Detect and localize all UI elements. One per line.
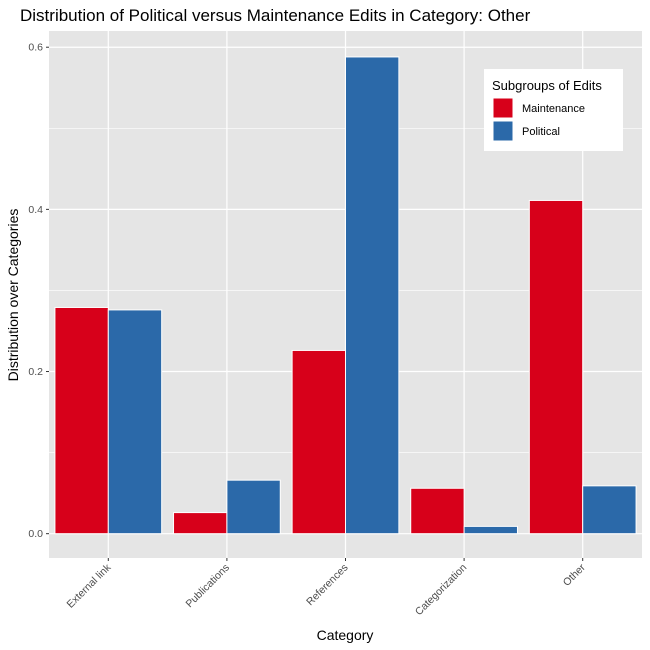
y-tick-label: 0.6	[28, 42, 43, 54]
bar-maintenance-references	[291, 349, 347, 535]
legend-items: Maintenance Political	[492, 97, 585, 142]
bar-political-other	[582, 485, 637, 535]
x-tick-label: Categorization	[413, 562, 469, 618]
legend-title: Subgroups of Edits	[492, 78, 602, 93]
bar-maintenance-categorization	[410, 487, 465, 535]
chart-title: Distribution of Political versus Mainten…	[20, 6, 531, 25]
bar-maintenance-other	[528, 199, 584, 535]
x-axis-title: Category	[317, 627, 374, 643]
bar-political-external-link	[107, 309, 163, 535]
bar-political-categorization	[463, 525, 518, 535]
x-tick-label: External link	[64, 561, 113, 610]
x-axis: External link Publications References Categ…	[64, 558, 588, 618]
y-axis: 0.0 0.2 0.4 0.6	[28, 42, 49, 540]
legend-key-maintenance	[492, 97, 514, 119]
x-tick-label: Other	[561, 561, 588, 588]
bar-political-publications	[226, 479, 281, 535]
legend-key-political	[492, 120, 514, 142]
legend-label: Maintenance	[522, 103, 585, 115]
bar-maintenance-external-link	[54, 306, 109, 535]
y-axis-title: Distribution over Categories	[5, 209, 21, 382]
x-tick-label: Publications	[183, 562, 232, 611]
legend: Subgroups of Edits Maintenance Political	[484, 69, 623, 151]
bar-political-references	[345, 56, 400, 535]
y-tick-label: 0.4	[28, 204, 43, 216]
bars	[54, 56, 637, 535]
x-tick-label: References	[304, 562, 350, 608]
legend-label: Political	[522, 126, 560, 138]
bar-maintenance-publications	[173, 512, 228, 535]
y-tick-label: 0.0	[28, 528, 43, 540]
y-tick-label: 0.2	[28, 366, 43, 378]
